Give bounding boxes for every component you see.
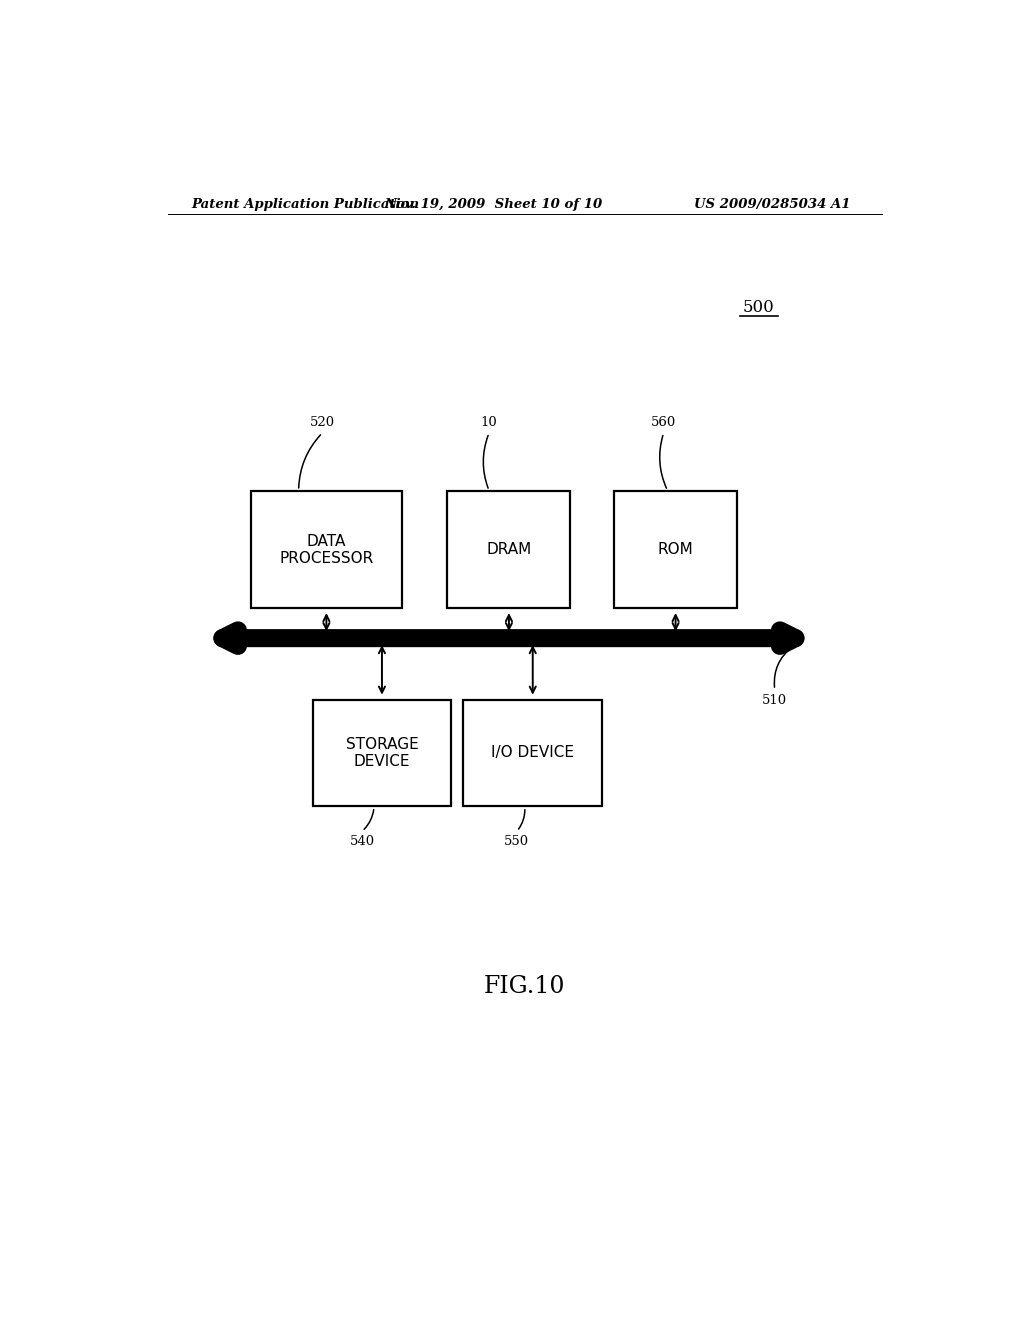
Text: FIG.10: FIG.10 <box>484 975 565 998</box>
Text: 10: 10 <box>480 416 498 429</box>
Text: 520: 520 <box>310 416 335 429</box>
Bar <box>251 491 401 609</box>
FancyArrowPatch shape <box>659 436 667 488</box>
Text: DRAM: DRAM <box>486 543 531 557</box>
Text: STORAGE
DEVICE: STORAGE DEVICE <box>345 737 419 770</box>
Text: 500: 500 <box>743 298 775 315</box>
Bar <box>614 491 737 609</box>
Text: I/O DEVICE: I/O DEVICE <box>492 746 574 760</box>
FancyArrowPatch shape <box>299 434 321 488</box>
Text: 560: 560 <box>651 416 676 429</box>
Text: ROM: ROM <box>657 543 693 557</box>
Bar <box>312 700 452 807</box>
Bar <box>463 700 602 807</box>
Text: 550: 550 <box>504 836 529 847</box>
FancyArrowPatch shape <box>365 809 374 829</box>
Text: US 2009/0285034 A1: US 2009/0285034 A1 <box>693 198 850 211</box>
Text: Patent Application Publication: Patent Application Publication <box>191 198 420 211</box>
Text: DATA
PROCESSOR: DATA PROCESSOR <box>280 533 374 566</box>
FancyArrowPatch shape <box>483 436 488 488</box>
Text: 510: 510 <box>762 693 787 706</box>
Text: 540: 540 <box>349 836 375 847</box>
Text: Nov. 19, 2009  Sheet 10 of 10: Nov. 19, 2009 Sheet 10 of 10 <box>384 198 602 211</box>
FancyArrowPatch shape <box>518 809 525 829</box>
FancyArrowPatch shape <box>774 647 793 688</box>
Bar <box>447 491 570 609</box>
